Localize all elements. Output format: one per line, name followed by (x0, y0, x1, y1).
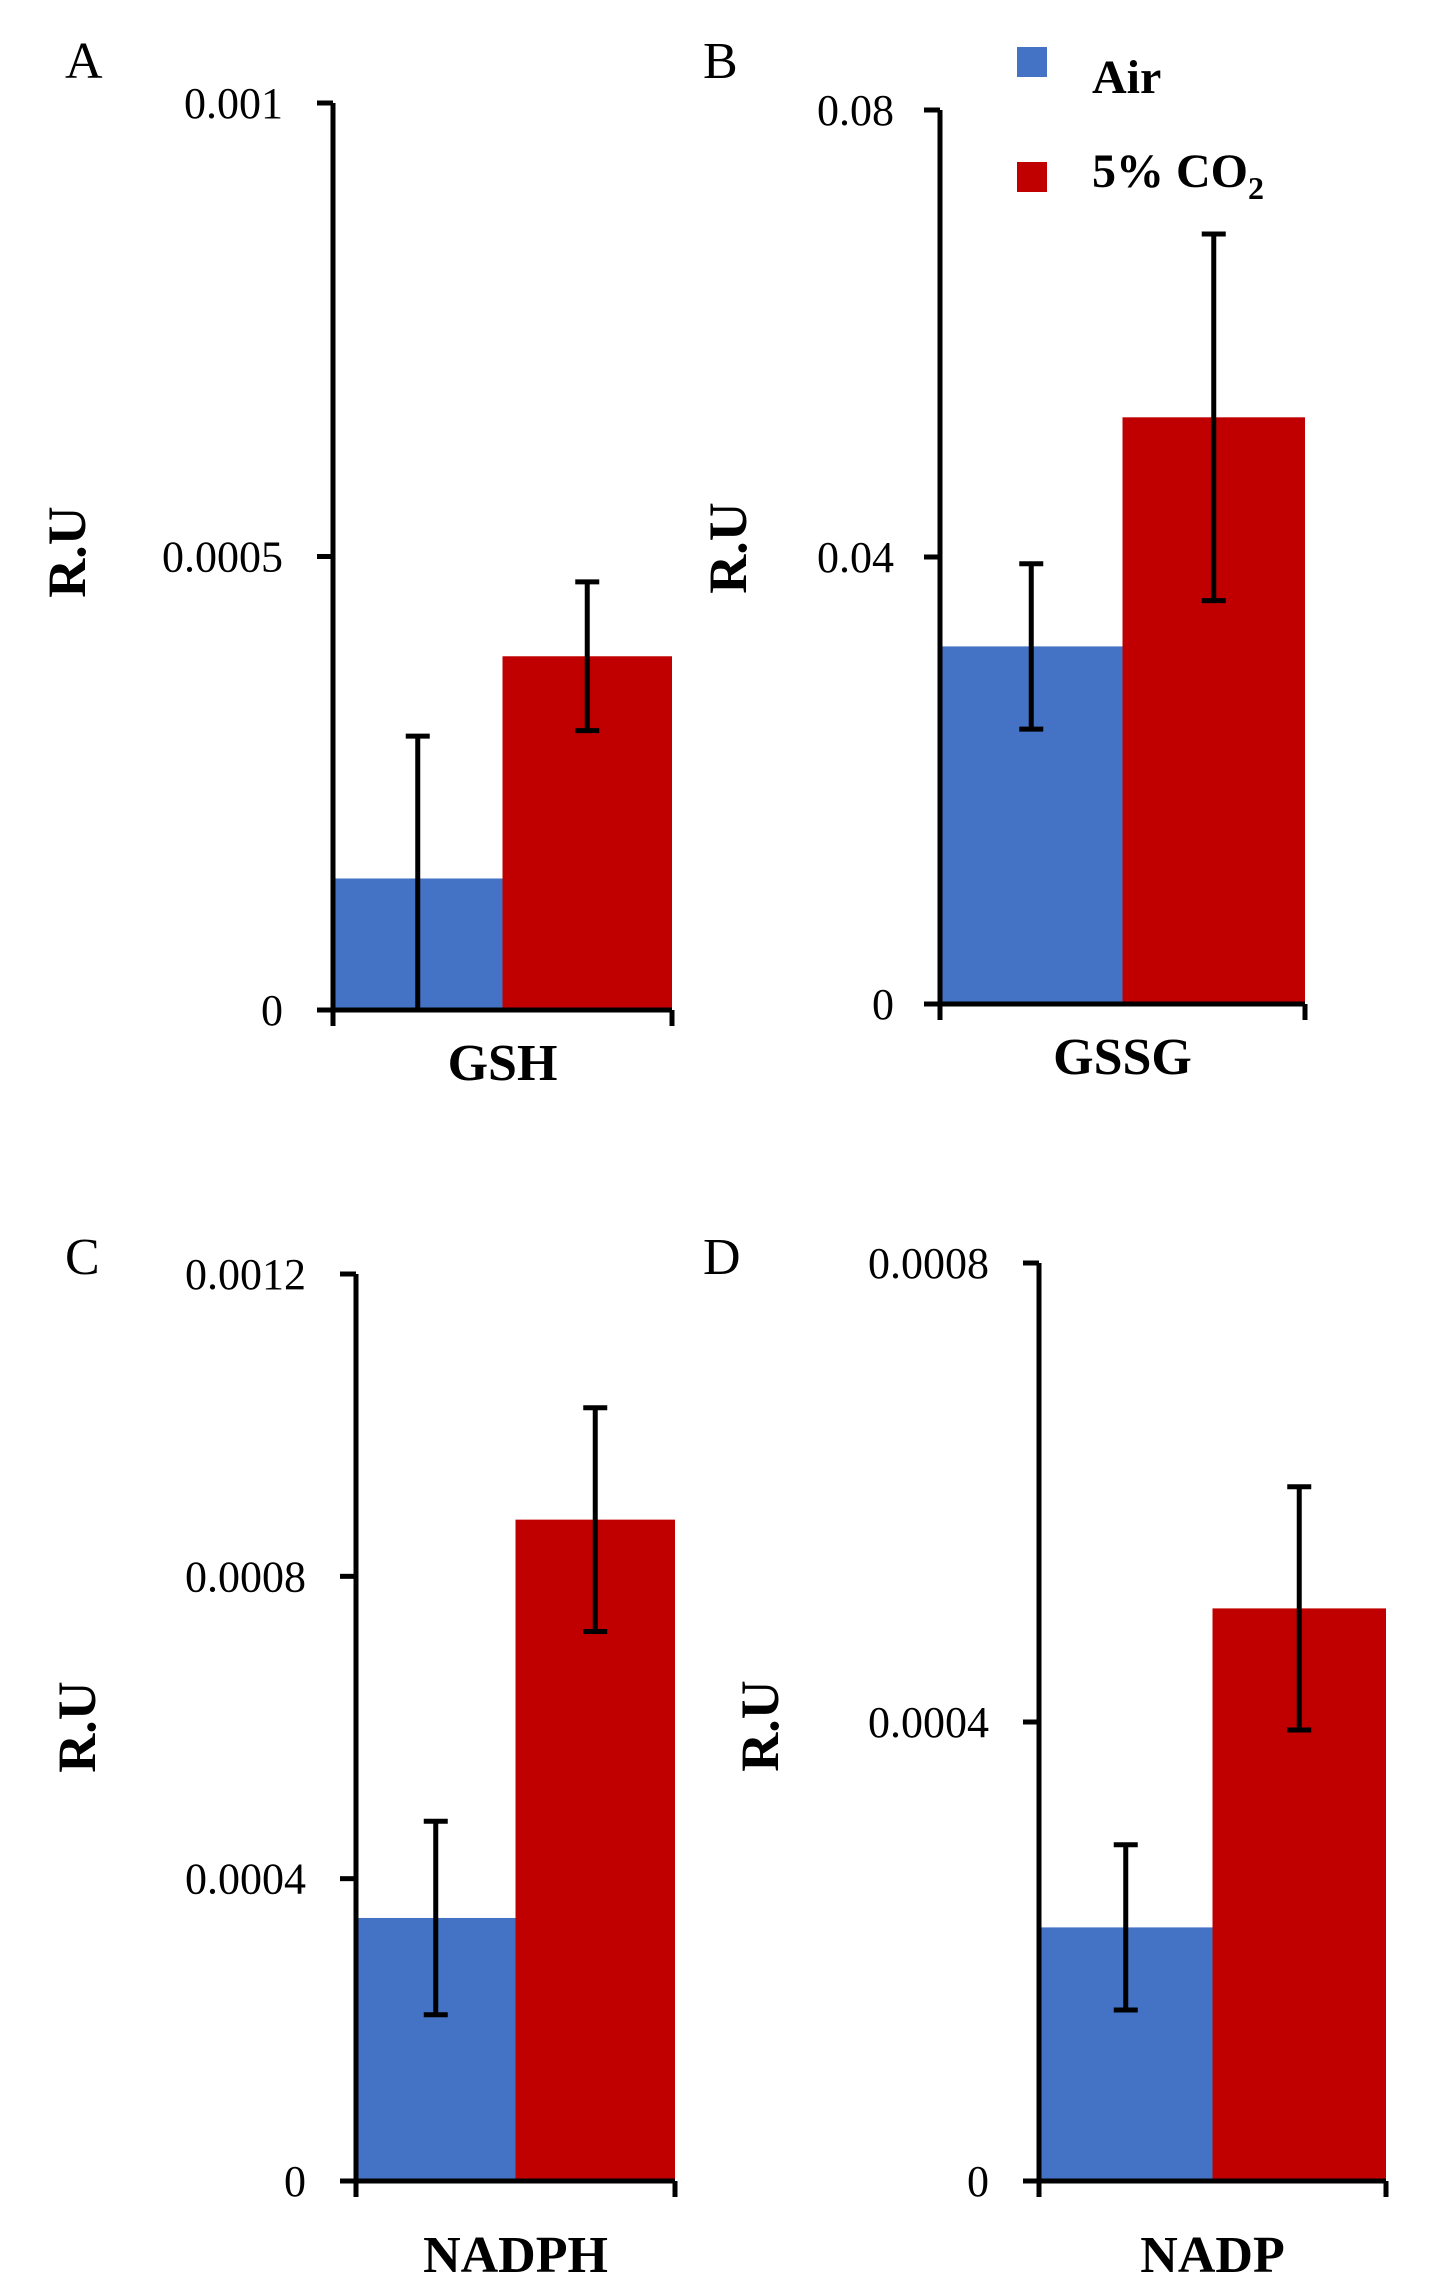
y-tick-label: 0.0008 (185, 1552, 306, 1601)
legend-label-co2: 5% CO2 (1092, 145, 1264, 206)
legend-swatch-co2 (1017, 162, 1047, 192)
panel-c: C R.U 0 0.0004 0.0008 0.0012 NADPH (47, 1229, 678, 2280)
y-tick-label: 0.04 (817, 533, 894, 582)
y-axis-title: R.U (730, 1680, 790, 1772)
legend-label-air: Air (1092, 51, 1161, 104)
legend-label-co2-subscript: 2 (1248, 170, 1264, 206)
x-category-label: NADPH (423, 2227, 608, 2280)
y-tick-label: 0 (261, 986, 283, 1035)
y-tick-label: 0.001 (184, 79, 283, 128)
y-tick-label: 0.0004 (868, 1698, 989, 1747)
y-tick-label: 0.0012 (185, 1250, 306, 1299)
y-axis-title: R.U (698, 502, 758, 594)
legend-label-co2-main: 5% CO (1092, 145, 1248, 198)
y-tick-label: 0.0005 (162, 533, 283, 582)
legend: Air 5% CO2 (1017, 47, 1264, 206)
panel-letter: D (703, 1229, 741, 1286)
panel-letter: A (65, 33, 103, 90)
y-tick-label: 0 (872, 980, 894, 1029)
y-axis-title: R.U (37, 506, 97, 598)
error-bar-co2 (1201, 231, 1226, 604)
x-category-label: GSSG (1053, 1029, 1192, 1086)
panel-letter: B (703, 33, 738, 90)
panel-a: A R.U 0 0.0005 0.001 GSH (37, 33, 675, 1092)
panel-letter: C (65, 1229, 100, 1286)
error-bar-co2 (583, 1405, 608, 1635)
y-tick-label: 0.0008 (868, 1239, 989, 1288)
legend-swatch-air (1017, 47, 1047, 77)
y-tick-label: 0.08 (817, 86, 894, 135)
x-category-label: GSH (448, 1035, 558, 1092)
x-category-label: NADP (1140, 2227, 1284, 2280)
y-tick-label: 0.0004 (185, 1855, 306, 1904)
panel-b: B R.U 0 0.04 0.08 GSSG (698, 33, 1308, 1086)
error-bar-air (1019, 561, 1044, 732)
panel-d: D R.U 0 0.0004 0.0008 NADP (703, 1229, 1389, 2280)
error-bar-air (1113, 1842, 1138, 2013)
y-tick-label: 0 (967, 2157, 989, 2206)
y-tick-label: 0 (284, 2157, 306, 2206)
error-bar-co2 (1287, 1484, 1312, 1733)
error-bar-co2 (575, 579, 600, 734)
y-axis-title: R.U (47, 1681, 107, 1773)
error-bar-air (423, 1818, 448, 2018)
